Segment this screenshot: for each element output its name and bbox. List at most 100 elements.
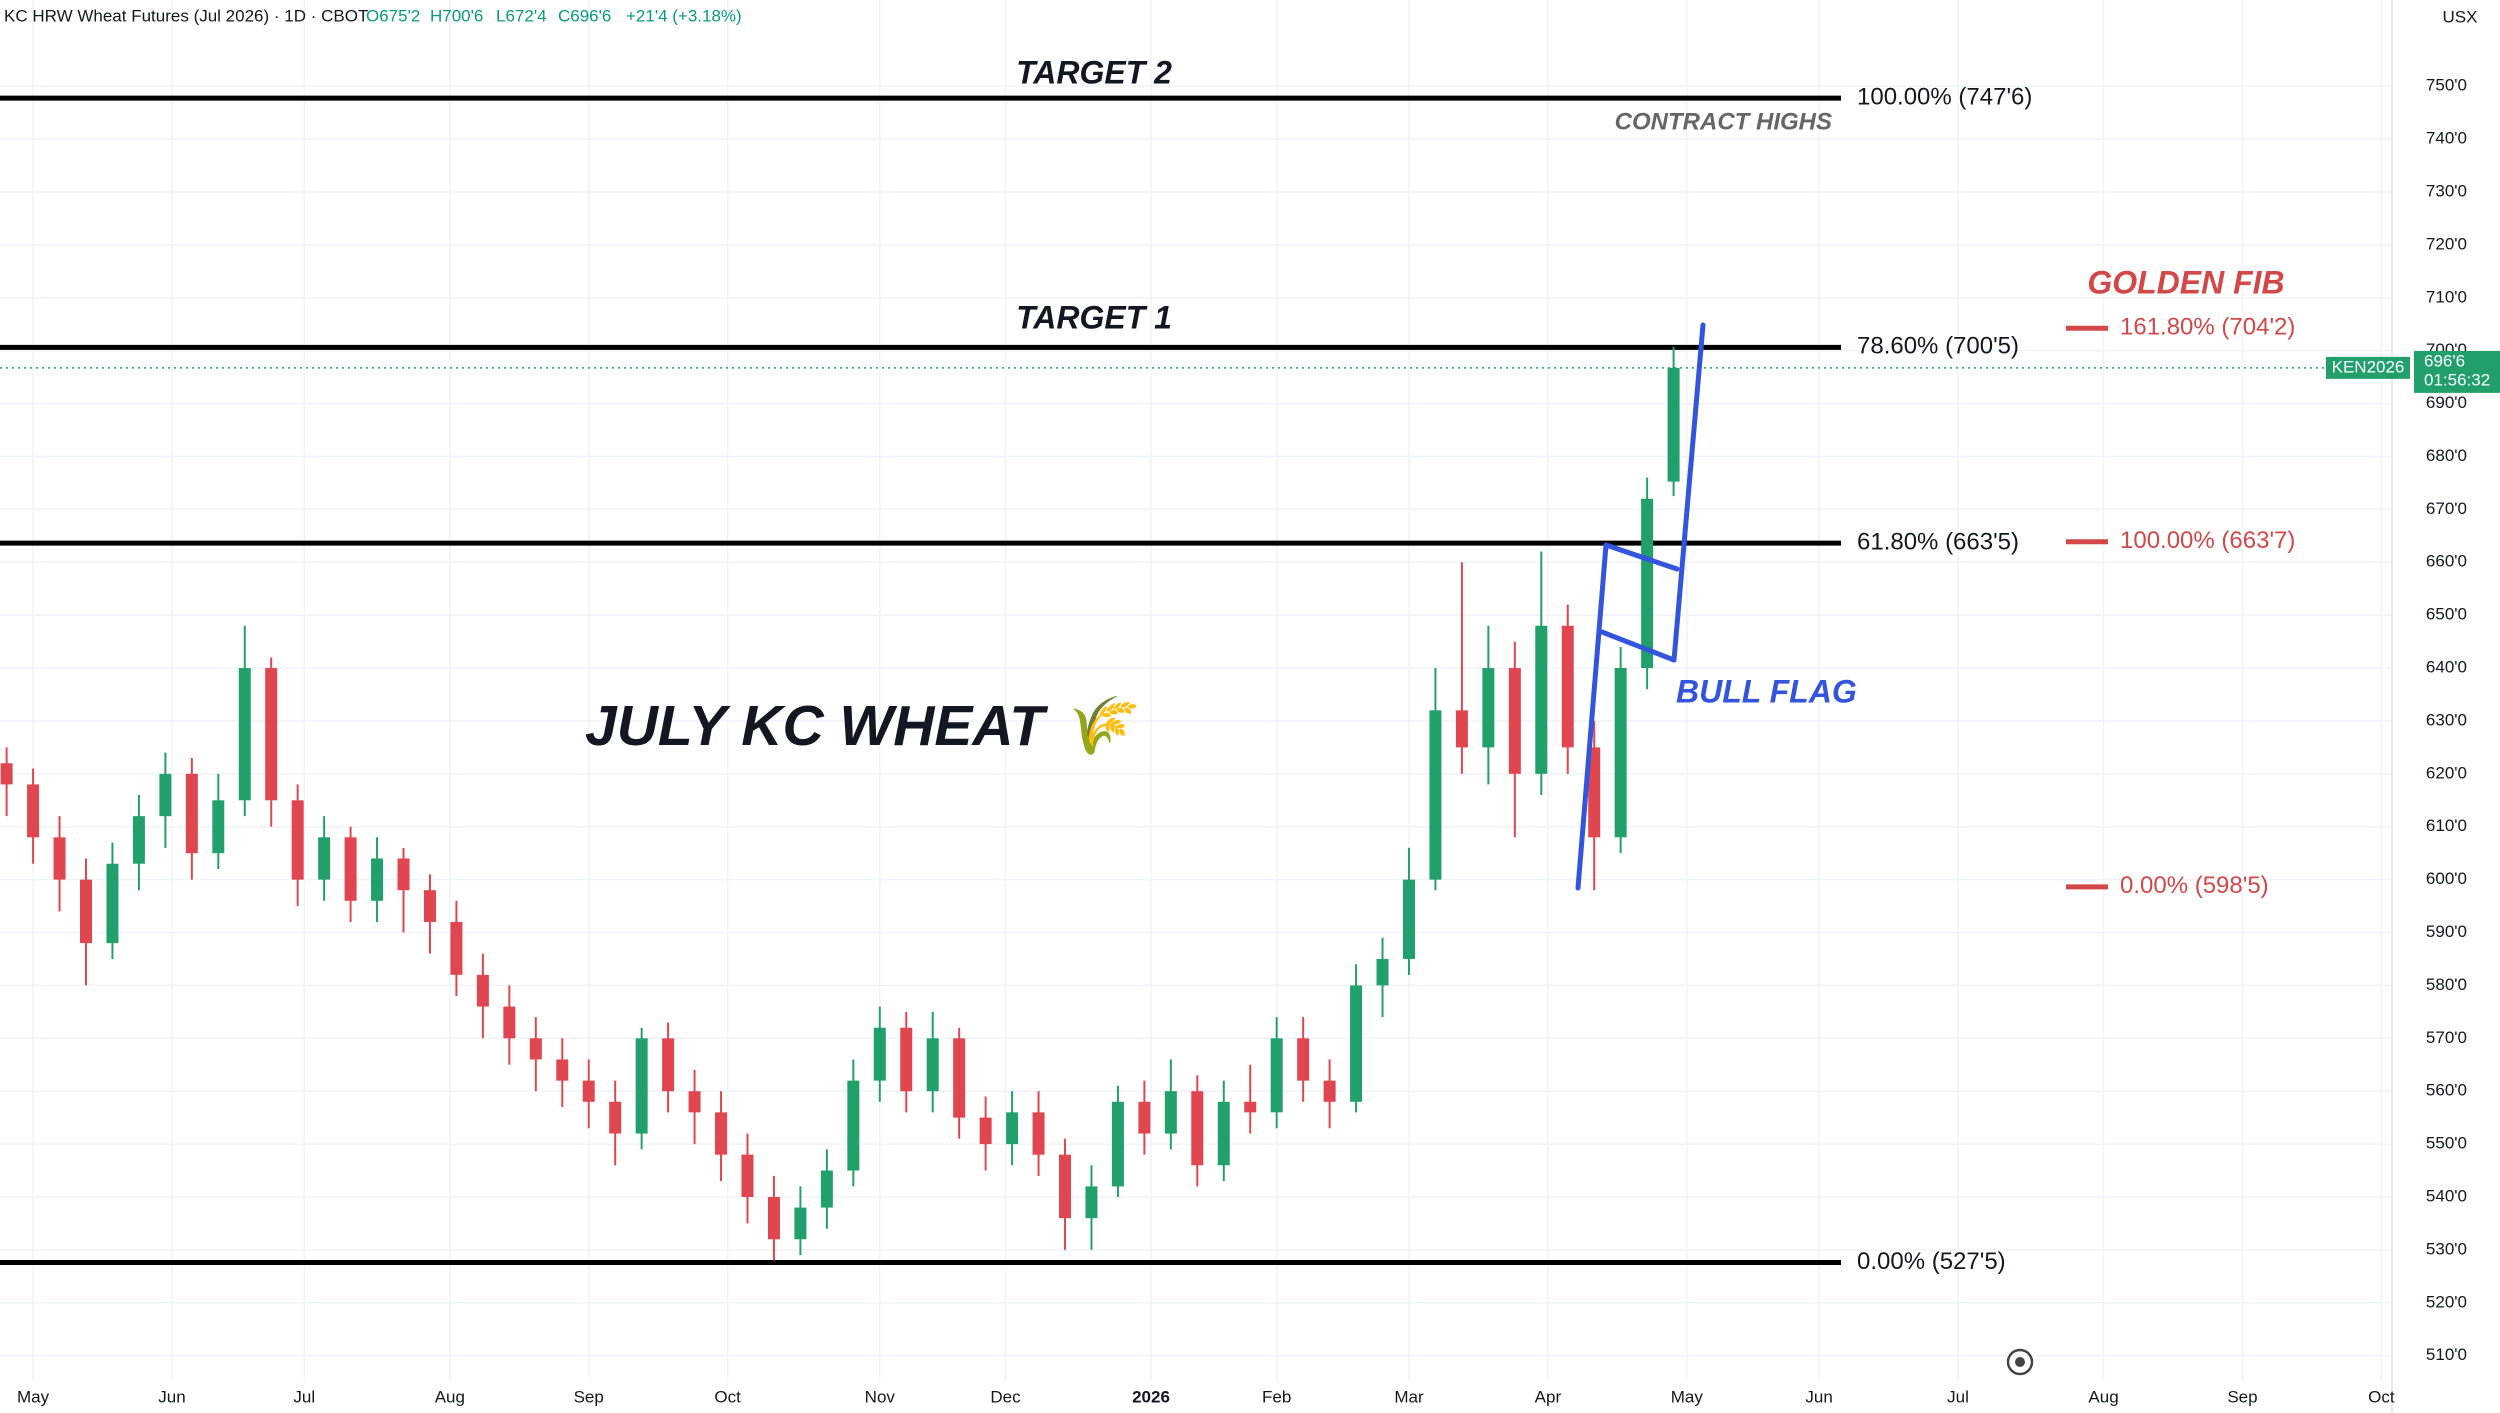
flag-line [1603,542,1680,572]
y-tick-label: 560'0 [2426,1081,2467,1100]
candle-body [1138,1101,1151,1134]
header-high: H700'6 [430,6,483,25]
header-open: O675'2 [366,6,420,25]
x-tick-label: Oct [2368,1387,2395,1406]
x-tick-label: May [1671,1387,1704,1406]
candle-body [397,858,410,891]
x-tick-label: Jun [1805,1387,1832,1406]
y-tick-label: 530'0 [2426,1239,2467,1258]
golden-fib-label: GOLDEN FIB [2087,264,2284,300]
candle-body [1482,668,1495,748]
candle-body [371,858,384,901]
candle-body [1164,1091,1177,1134]
icon-ring[interactable] [2006,1348,2034,1376]
candle-body [344,837,357,901]
candle-body [185,773,198,854]
candle-body [767,1196,780,1240]
candle-body [1614,668,1627,838]
y-tick-label: 610'0 [2426,816,2467,835]
fib-label: 61.80% (663'5) [1857,528,2019,555]
candle-body [662,1038,675,1092]
target1-label: TARGET 1 [1016,299,1172,335]
y-tick-label: 630'0 [2426,710,2467,729]
y-tick-label: 600'0 [2426,869,2467,888]
symbol-tag: KEN2026 [2332,357,2405,376]
candle-body [423,890,436,922]
candle-body [1323,1080,1336,1102]
candle-body [979,1117,992,1145]
x-tick-label: Mar [1394,1387,1424,1406]
golden-fib-label: 100.00% (663'7) [2120,527,2295,554]
candle-body [1006,1112,1019,1145]
fib-label: 78.60% (700'5) [1857,333,2019,360]
candle-body [106,863,119,944]
header-change: +21'4 (+3.18%) [626,6,742,25]
x-tick-label: Aug [435,1387,465,1406]
x-tick-label: Apr [1535,1387,1562,1406]
y-tick-label: 670'0 [2426,499,2467,518]
y-tick-label: 570'0 [2426,1028,2467,1047]
candle-body [132,816,145,864]
candle-body [609,1101,622,1134]
candle-body [1508,668,1521,774]
candle-body [820,1170,833,1208]
candle-body [635,1038,648,1134]
countdown: 01:56:32 [2424,370,2490,389]
flag-line [1575,542,1609,891]
candle-body [291,800,304,880]
candle-body [1455,710,1468,748]
candle-body [715,1112,728,1155]
x-tick-label: Sep [2227,1387,2257,1406]
fib-label: 100.00% (747'6) [1857,83,2032,110]
settings-icon[interactable] [2006,1348,2034,1376]
x-tick-label: Dec [990,1387,1021,1406]
candle-body [450,921,463,975]
candle-body [1297,1038,1310,1081]
target2-label: TARGET 2 [1016,54,1172,90]
last-price-tag-bg [2414,350,2500,393]
bull-flag-drawing [1575,322,1706,891]
candle-body [873,1027,886,1081]
fib-label: 0.00% (527'5) [1857,1248,2006,1275]
candle-body [926,1038,939,1092]
candle-body [238,668,251,801]
y-tick-label: 710'0 [2426,287,2467,306]
candle-body [53,837,66,880]
golden-fib-label: 0.00% (598'5) [2120,872,2269,899]
y-tick-label: 520'0 [2426,1292,2467,1311]
candle-body [1191,1091,1204,1166]
y-tick-label: 650'0 [2426,605,2467,624]
y-tick-label: 580'0 [2426,975,2467,994]
header-title: KC HRW Wheat Futures (Jul 2026) · 1D · C… [4,6,368,25]
x-tick-label: Sep [574,1387,604,1406]
candle-body [1588,747,1601,838]
flag-line [1671,322,1706,663]
chart-name: JULY KC WHEAT 🌾 [585,694,1141,758]
bull-flag-label: BULL FLAG [1676,673,1857,709]
y-tick-label: 740'0 [2426,129,2467,148]
candle-body [318,837,331,880]
candle-body [1059,1154,1072,1219]
y-tick-label: 620'0 [2426,763,2467,782]
golden-fib-label: 161.80% (704'2) [2120,314,2295,341]
header-low: L672'4 [496,6,547,25]
x-tick-label: 2026 [1132,1387,1170,1406]
header-close: C696'6 [558,6,611,25]
y-tick-label: 680'0 [2426,446,2467,465]
candle-body [688,1091,701,1113]
y-tick-label: 640'0 [2426,658,2467,677]
candle-body [1402,879,1415,959]
candle-body [953,1038,966,1118]
symbol-tag-bg [2326,356,2410,379]
y-tick-label: 660'0 [2426,552,2467,571]
candle-body [1641,498,1654,669]
candle-body [1376,958,1389,986]
icon-dot[interactable] [2015,1357,2025,1367]
x-tick-label: Jun [158,1387,185,1406]
candle-body [1561,625,1574,748]
candle-body [1535,625,1548,774]
candle-body [212,800,225,854]
last-price-tag: 696'6 [2424,351,2465,370]
